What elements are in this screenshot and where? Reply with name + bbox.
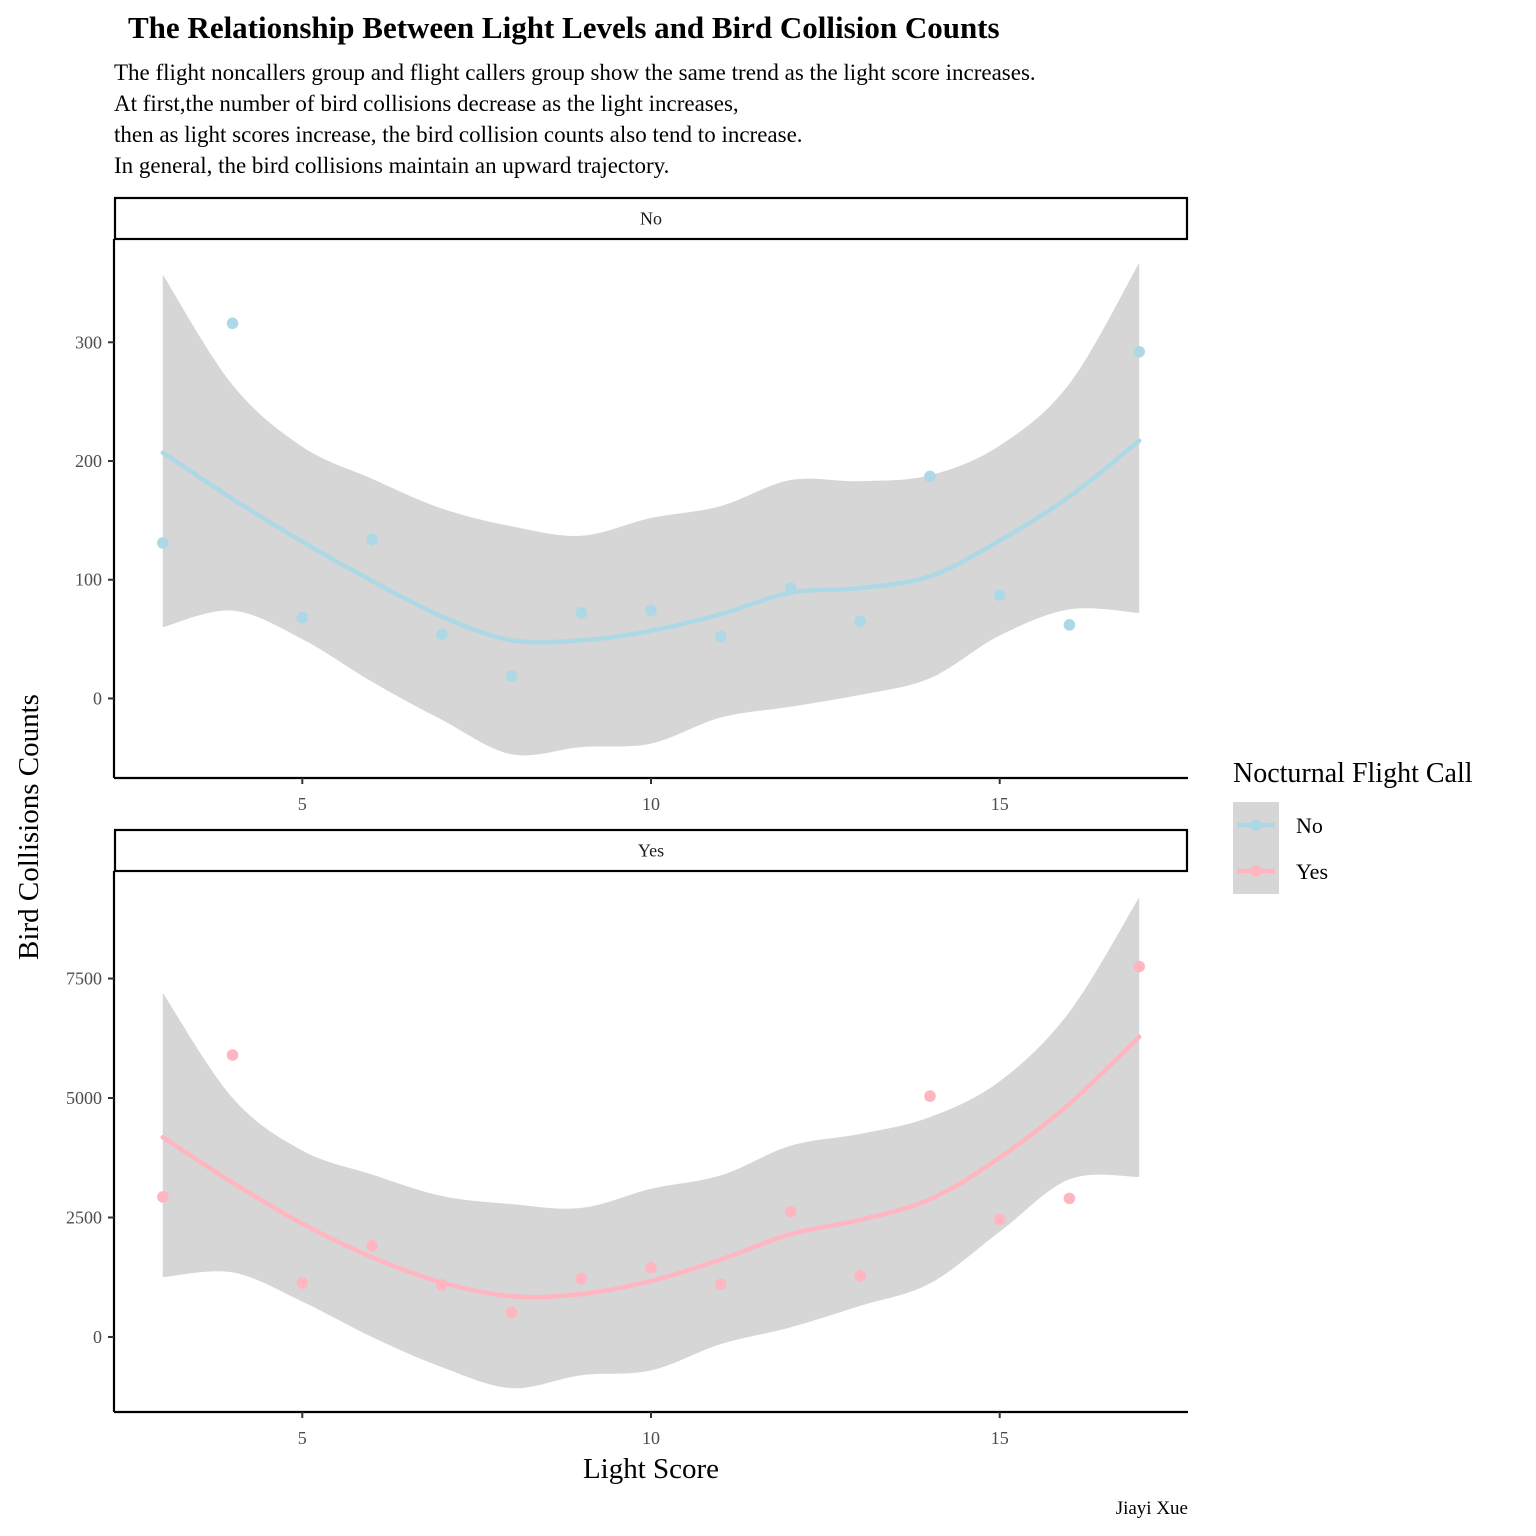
- facet-strip-label-no: No: [640, 209, 662, 229]
- data-point-no: [924, 470, 936, 483]
- y-tick-label-no: 300: [75, 332, 102, 352]
- data-point-no: [366, 533, 378, 546]
- data-point-yes: [435, 1279, 448, 1291]
- x-tick-label-no: 5: [298, 794, 307, 814]
- legend-label-no: No: [1296, 813, 1323, 838]
- chart-subtitle-line-3: then as light scores increase, the bird …: [114, 122, 803, 147]
- y-tick-label-no: 0: [93, 688, 102, 708]
- data-point-no: [226, 317, 239, 330]
- data-point-no: [435, 628, 448, 641]
- facet-no: No 0 100 200 300 5 10 15: [75, 196, 1189, 814]
- x-tick-label-no: 10: [642, 794, 660, 814]
- confidence-ribbon-no: [162, 262, 1140, 756]
- y-tick-label-yes: 5000: [66, 1088, 102, 1108]
- data-point-no: [784, 582, 797, 594]
- facet-strip-label-yes: Yes: [638, 841, 664, 861]
- data-point-yes: [993, 1213, 1006, 1226]
- data-point-no: [1133, 345, 1145, 358]
- legend-label-yes: Yes: [1296, 859, 1328, 884]
- legend-title: Nocturnal Flight Call: [1233, 758, 1473, 789]
- legend-item-yes: Yes: [1233, 848, 1328, 894]
- chart-title: The Relationship Between Light Levels an…: [128, 10, 1000, 45]
- data-point-no: [296, 611, 309, 624]
- facet-strip-yes: [113, 828, 1189, 873]
- data-point-yes: [505, 1306, 518, 1319]
- y-tick-label-yes: 2500: [66, 1207, 102, 1227]
- y-tick-label-no: 200: [75, 451, 102, 471]
- x-tick-label-yes: 15: [991, 1428, 1009, 1448]
- data-point-no: [714, 630, 727, 643]
- x-tick-label-yes: 5: [298, 1428, 307, 1448]
- data-point-yes: [924, 1090, 936, 1102]
- data-point-no: [993, 589, 1006, 601]
- data-point-yes: [157, 1191, 169, 1203]
- data-point-yes: [226, 1049, 239, 1061]
- facet-plot-area-no: [157, 262, 1145, 756]
- chart-subtitle-line-4: In general, the bird collisions maintain…: [114, 153, 669, 178]
- chart-caption: Jiayi Xue: [1116, 1498, 1188, 1519]
- chart-subtitle-line-1: The flight noncallers group and flight c…: [114, 60, 1036, 85]
- data-point-no: [505, 670, 518, 682]
- legend-item-no: No: [1233, 802, 1323, 848]
- facet-strip-no: [113, 196, 1189, 241]
- data-point-yes: [296, 1277, 309, 1289]
- data-point-no: [575, 607, 588, 619]
- chart-subtitle-line-2: At first,the number of bird collisions d…: [114, 91, 739, 116]
- y-axis-title: Bird Collisions Counts: [13, 694, 45, 960]
- data-point-yes: [645, 1261, 657, 1274]
- x-tick-label-no: 15: [991, 794, 1009, 814]
- legend: Nocturnal Flight Call No Yes: [1233, 758, 1473, 894]
- data-point-yes: [784, 1205, 797, 1218]
- confidence-ribbon-yes: [162, 897, 1140, 1389]
- facet-yes: Yes 0 2500 5000 7500 5 10 15: [66, 828, 1189, 1448]
- data-point-no: [1063, 619, 1076, 631]
- data-point-yes: [1133, 960, 1145, 973]
- smooth-line-no: [160, 438, 1142, 645]
- data-point-no: [157, 537, 169, 549]
- smooth-line-yes: [160, 1034, 1142, 1300]
- data-point-yes: [366, 1239, 378, 1252]
- data-point-no: [645, 604, 657, 617]
- data-point-yes: [575, 1272, 588, 1285]
- y-tick-label-yes: 0: [93, 1327, 102, 1347]
- facet-panels: No 0 100 200 300 5 10 15 Yes 0 2500 5000 7500 5 10 15: [66, 196, 1189, 1448]
- legend-key-point-no: [1250, 819, 1262, 831]
- x-axis-title: Light Score: [583, 1453, 719, 1485]
- data-point-no: [854, 615, 867, 628]
- legend-key-point-yes: [1250, 865, 1262, 877]
- y-tick-label-no: 100: [75, 570, 102, 590]
- data-point-yes: [854, 1269, 867, 1282]
- y-tick-label-yes: 7500: [66, 969, 102, 989]
- data-point-yes: [714, 1278, 727, 1291]
- x-tick-label-yes: 10: [642, 1428, 660, 1448]
- facet-plot-area-yes: [157, 897, 1145, 1389]
- data-point-yes: [1063, 1192, 1076, 1205]
